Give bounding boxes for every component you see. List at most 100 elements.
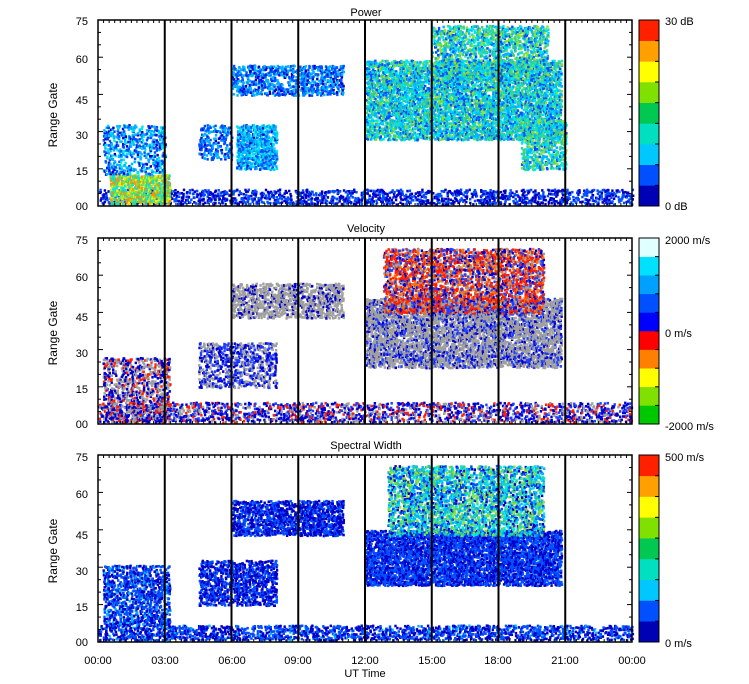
data-cell — [249, 80, 251, 83]
data-cell — [289, 193, 291, 196]
data-cell — [153, 139, 155, 142]
data-cell — [329, 65, 331, 68]
data-cell — [228, 156, 230, 159]
data-cell — [261, 149, 263, 152]
data-cell — [109, 150, 111, 153]
data-cell — [317, 86, 319, 89]
data-cell — [116, 141, 118, 144]
data-cell — [214, 137, 216, 140]
data-cell — [450, 199, 452, 202]
data-cell — [158, 157, 160, 160]
data-cell — [378, 79, 380, 82]
data-cell — [614, 193, 616, 196]
data-cell — [108, 167, 110, 170]
data-cell — [607, 189, 609, 192]
data-cell — [111, 155, 113, 158]
data-cell — [242, 78, 244, 81]
data-cell — [124, 133, 126, 136]
data-cell — [254, 126, 256, 129]
data-cell — [384, 192, 386, 195]
data-cell — [465, 201, 467, 204]
data-cell — [607, 191, 609, 194]
data-cell — [248, 198, 250, 201]
data-cell — [235, 199, 237, 202]
data-cell — [158, 185, 160, 188]
data-cell — [133, 130, 135, 133]
data-cell — [207, 137, 209, 140]
data-cell — [226, 144, 228, 147]
data-cell — [373, 89, 375, 92]
data-cell — [221, 149, 223, 152]
data-cell — [326, 200, 328, 203]
data-cell — [209, 139, 211, 142]
data-cell — [141, 187, 143, 190]
data-cell — [611, 189, 613, 192]
data-cell — [339, 200, 341, 203]
data-cell — [219, 198, 221, 201]
data-cell — [257, 141, 259, 144]
data-cell — [203, 152, 205, 155]
data-cell — [191, 189, 193, 192]
data-cell — [224, 129, 226, 132]
data-cell — [169, 186, 171, 189]
data-cell — [119, 125, 121, 128]
data-cell — [317, 73, 319, 76]
data-cell — [593, 189, 595, 192]
data-cell — [255, 81, 257, 84]
data-cell — [321, 69, 323, 72]
data-cell — [117, 144, 119, 147]
data-cell — [123, 159, 125, 162]
data-cell — [278, 94, 280, 97]
data-cell — [129, 141, 131, 144]
data-cell — [149, 144, 151, 147]
data-cell — [113, 149, 115, 152]
data-cell — [272, 143, 274, 146]
data-cell — [333, 80, 335, 83]
panel-power: Power Range Gate 00 15 30 45 60 75 30 dB… — [46, 7, 694, 213]
data-cell — [516, 201, 518, 204]
data-cell — [311, 94, 313, 97]
data-cell — [253, 83, 255, 86]
data-cell — [336, 85, 338, 88]
data-cell — [515, 198, 517, 201]
data-cell — [337, 88, 339, 91]
data-cell — [377, 83, 379, 86]
data-cell — [569, 192, 571, 195]
data-cell — [259, 168, 261, 171]
data-cell — [409, 190, 411, 193]
data-cell — [169, 183, 171, 186]
data-cell — [579, 201, 581, 204]
data-cell — [244, 201, 246, 204]
data-cell — [150, 148, 152, 151]
data-cell — [104, 147, 106, 150]
data-cell — [618, 191, 620, 194]
data-cell — [611, 200, 613, 203]
data-cell — [243, 193, 245, 196]
data-cell — [305, 65, 307, 68]
data-cell — [492, 190, 494, 193]
data-cell — [489, 199, 491, 202]
data-cell — [239, 86, 241, 89]
data-cell — [340, 78, 342, 81]
data-cell — [135, 150, 137, 153]
data-cell — [144, 169, 146, 172]
data-cell — [380, 135, 382, 138]
data-cell — [606, 203, 608, 206]
data-cell — [534, 189, 536, 192]
data-cell — [402, 199, 404, 202]
data-cell — [130, 145, 132, 148]
data-cell — [131, 195, 133, 198]
data-cell — [333, 196, 335, 199]
data-cell — [552, 193, 554, 196]
data-cell — [210, 153, 212, 156]
data-cell — [255, 167, 257, 170]
data-cell — [149, 190, 151, 193]
data-cell — [621, 189, 623, 192]
data-cell — [421, 189, 423, 192]
data-cell — [342, 92, 344, 95]
data-cell — [151, 125, 153, 128]
data-cell — [474, 191, 476, 194]
data-cell — [333, 92, 335, 95]
data-cell — [378, 112, 380, 115]
data-cell — [254, 65, 256, 68]
